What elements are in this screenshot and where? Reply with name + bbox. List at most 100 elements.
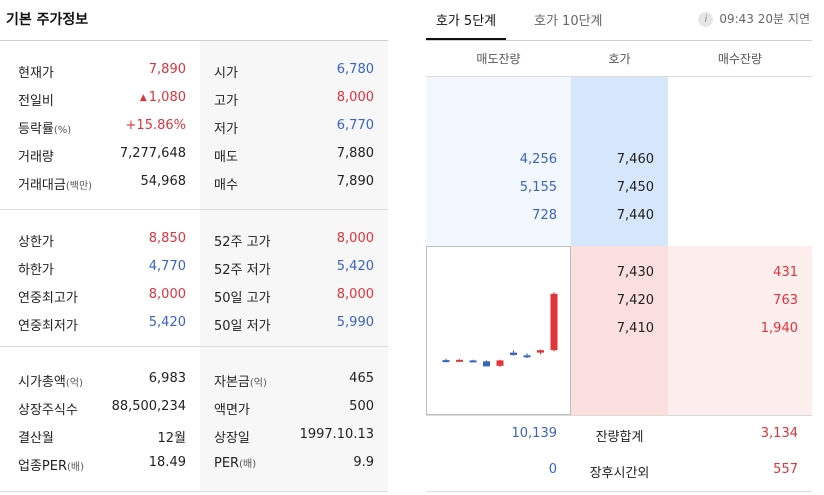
bid-price-3[interactable]: 7,410 [616, 321, 654, 336]
tab-5-levels[interactable]: 호가 5단계 [435, 14, 497, 29]
field-label-text: 상장주식수 [18, 403, 78, 418]
field-value: 8,000 [336, 287, 374, 302]
field-label-text: 50일 저가 [214, 319, 271, 334]
info-row: 결산월 12월 상장일 1997.10.13 [0, 421, 388, 449]
info-row: 업종PER(배) 18.49 PER(배) 9.9 [0, 449, 388, 477]
field-value: 8,000 [149, 287, 186, 302]
field-value: 6,780 [336, 62, 374, 77]
field-label-text: 시가 [214, 66, 238, 81]
field-value: 4,770 [149, 259, 186, 274]
divider [426, 491, 812, 492]
field-value: 465 [349, 371, 374, 386]
field-value: ▲ 1,080 [140, 90, 186, 105]
info-row: 연중최고가 8,000 50일 고가 8,000 [0, 281, 388, 309]
info-row: 연중최저가 5,420 50일 저가 5,990 [0, 309, 388, 337]
field-label-text: 매도 [214, 150, 238, 165]
candle-body [550, 293, 558, 351]
field-label: 전일비 [18, 90, 54, 109]
info-row: 거래량 7,277,648 매도 7,880 [0, 140, 388, 168]
header-bid-qty: 매수잔량 [668, 41, 812, 77]
ask-empty-bid-area [668, 77, 812, 246]
field-value: 18.49 [149, 455, 186, 470]
field-value: 7,277,648 [120, 146, 186, 161]
field-label: 시가총액(억) [18, 371, 83, 390]
info-row: 상한가 8,850 52주 고가 8,000 [0, 225, 388, 253]
field-value: 500 [349, 399, 374, 414]
candle-body [456, 359, 463, 362]
tab-10-levels[interactable]: 호가 10단계 [534, 14, 603, 29]
field-label-text: PER [214, 456, 240, 471]
field-label: 저가 [214, 118, 238, 137]
field-label-text: 매수 [214, 178, 238, 193]
ask-qty-1: 4,256 [519, 152, 557, 167]
bid-price-2[interactable]: 7,420 [616, 293, 654, 308]
field-value-text: 6,983 [148, 371, 186, 386]
field-label-text: 52주 고가 [214, 235, 271, 250]
field-label: 52주 저가 [214, 259, 271, 278]
field-unit: (억) [249, 378, 267, 389]
orderbook-panel: 호가 5단계 호가 10단계 i 09:43 20분 지연 매도잔량 호가 매수잔… [426, 0, 812, 495]
ask-price-3[interactable]: 7,440 [616, 208, 654, 223]
field-label-text: 전일비 [18, 94, 54, 109]
bid-qty-1: 431 [773, 265, 798, 280]
ask-price-2[interactable]: 7,450 [616, 180, 654, 195]
field-value: 12월 [157, 427, 186, 446]
field-label: 연중최저가 [18, 315, 78, 334]
field-value-text: 54,968 [140, 174, 187, 189]
header-ask-qty: 매도잔량 [426, 41, 571, 77]
field-value: 5,420 [149, 315, 186, 330]
bid-price-1[interactable]: 7,430 [616, 265, 654, 280]
field-value: 8,000 [336, 231, 374, 246]
bid-qty-3: 1,940 [760, 321, 798, 336]
header-price: 호가 [571, 41, 668, 77]
field-label: 자본금(억) [214, 371, 267, 390]
mini-candle-chart [426, 246, 571, 415]
field-value: 7,890 [336, 174, 374, 189]
total-ask-qty: 10,139 [511, 426, 558, 441]
candle-body [469, 360, 477, 363]
bid-qty-2: 763 [773, 293, 798, 308]
field-label-text: 시가총액 [18, 375, 66, 390]
company-section: 시가총액(억) 6,983 자본금(억) 465 상장주식수 88,500,234 액면가 5… [0, 347, 388, 492]
info-row: 하한가 4,770 52주 저가 5,420 [0, 253, 388, 281]
field-value-text: 4,770 [148, 259, 186, 274]
active-tab-indicator [426, 38, 506, 40]
candle-body [510, 352, 517, 355]
field-label-text: 고가 [214, 94, 238, 109]
field-label-text: 현재가 [18, 66, 54, 81]
limit-section: 상한가 8,850 52주 고가 8,000 하한가 4,770 52주 저가 5,420 연중… [0, 210, 388, 347]
field-value-text: +15.86% [125, 118, 186, 133]
field-label: 상장일 [214, 427, 250, 446]
info-row: 등락률(%) +15.86% 저가 6,770 [0, 112, 388, 140]
field-label-text: 자본금 [214, 375, 250, 390]
info-row: 거래대금(백만) 54,968 매수 7,890 [0, 168, 388, 196]
field-value-text: 12월 [157, 431, 186, 446]
field-label: 고가 [214, 90, 238, 109]
field-label-text: 거래대금 [18, 178, 66, 193]
ask-price-1[interactable]: 7,460 [616, 152, 654, 167]
field-unit: (배) [67, 462, 85, 473]
field-label: 매도 [214, 146, 238, 165]
field-value-text: 8,000 [148, 287, 186, 302]
field-label-text: 연중최저가 [18, 319, 78, 334]
field-label: 액면가 [214, 399, 250, 418]
field-unit: (억) [65, 378, 83, 389]
field-value: 5,990 [336, 315, 374, 330]
field-value-text: 18.49 [148, 455, 186, 470]
bid-price-column [571, 246, 668, 415]
divider [0, 40, 388, 41]
field-label-text: 연중최고가 [18, 291, 78, 306]
info-icon[interactable]: i [698, 12, 714, 27]
field-value: 7,880 [336, 146, 374, 161]
candle-body [442, 360, 450, 363]
field-value-text: 88,500,234 [111, 399, 186, 414]
field-value: 5,420 [336, 259, 374, 274]
candle-body [537, 350, 544, 353]
field-value: +15.86% [126, 118, 186, 133]
field-unit: (배) [239, 459, 257, 470]
field-label-text: 액면가 [214, 403, 250, 418]
basic-info-panel: 기본 주가정보 현재가 7,890 시가 6,780 전일비 ▲ 1,080 고가 8,000 등… [0, 0, 388, 495]
field-value-text: 5,420 [148, 315, 186, 330]
info-row: 시가총액(억) 6,983 자본금(억) 465 [0, 365, 388, 393]
candle-body [483, 361, 490, 367]
